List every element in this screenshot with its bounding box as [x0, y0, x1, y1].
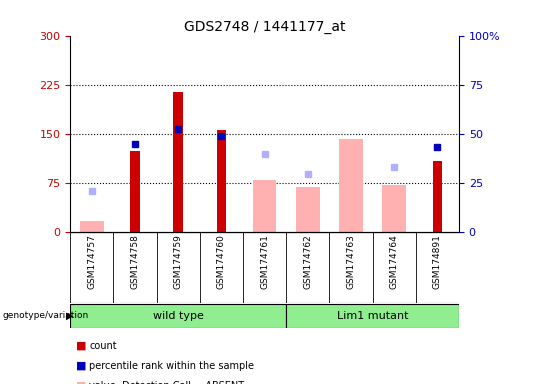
Bar [70, 304, 286, 328]
Bar [173, 92, 183, 232]
Bar [253, 180, 276, 232]
Bar [382, 185, 406, 232]
Bar [339, 139, 363, 232]
Text: value, Detection Call = ABSENT: value, Detection Call = ABSENT [89, 381, 244, 384]
Text: Lim1 mutant: Lim1 mutant [337, 311, 408, 321]
Text: ▶: ▶ [66, 311, 73, 321]
Text: ■: ■ [76, 361, 86, 371]
Text: GSM174763: GSM174763 [347, 235, 355, 289]
Text: GSM174761: GSM174761 [260, 235, 269, 289]
Text: GSM174764: GSM174764 [390, 235, 399, 289]
Text: GSM174759: GSM174759 [174, 235, 183, 289]
Text: percentile rank within the sample: percentile rank within the sample [89, 361, 254, 371]
Bar [286, 304, 459, 328]
Bar [433, 161, 442, 232]
Text: count: count [89, 341, 117, 351]
Text: ■: ■ [76, 381, 86, 384]
Text: GSM174757: GSM174757 [87, 235, 96, 289]
Text: GSM174891: GSM174891 [433, 235, 442, 289]
Bar [130, 151, 140, 232]
Text: GSM174762: GSM174762 [303, 235, 312, 289]
Bar [217, 130, 226, 232]
Text: GSM174760: GSM174760 [217, 235, 226, 289]
Bar [80, 220, 104, 232]
Bar [296, 187, 320, 232]
Text: genotype/variation: genotype/variation [3, 311, 89, 320]
Text: GSM174758: GSM174758 [131, 235, 139, 289]
Text: wild type: wild type [153, 311, 204, 321]
Title: GDS2748 / 1441177_at: GDS2748 / 1441177_at [184, 20, 346, 34]
Text: ■: ■ [76, 341, 86, 351]
